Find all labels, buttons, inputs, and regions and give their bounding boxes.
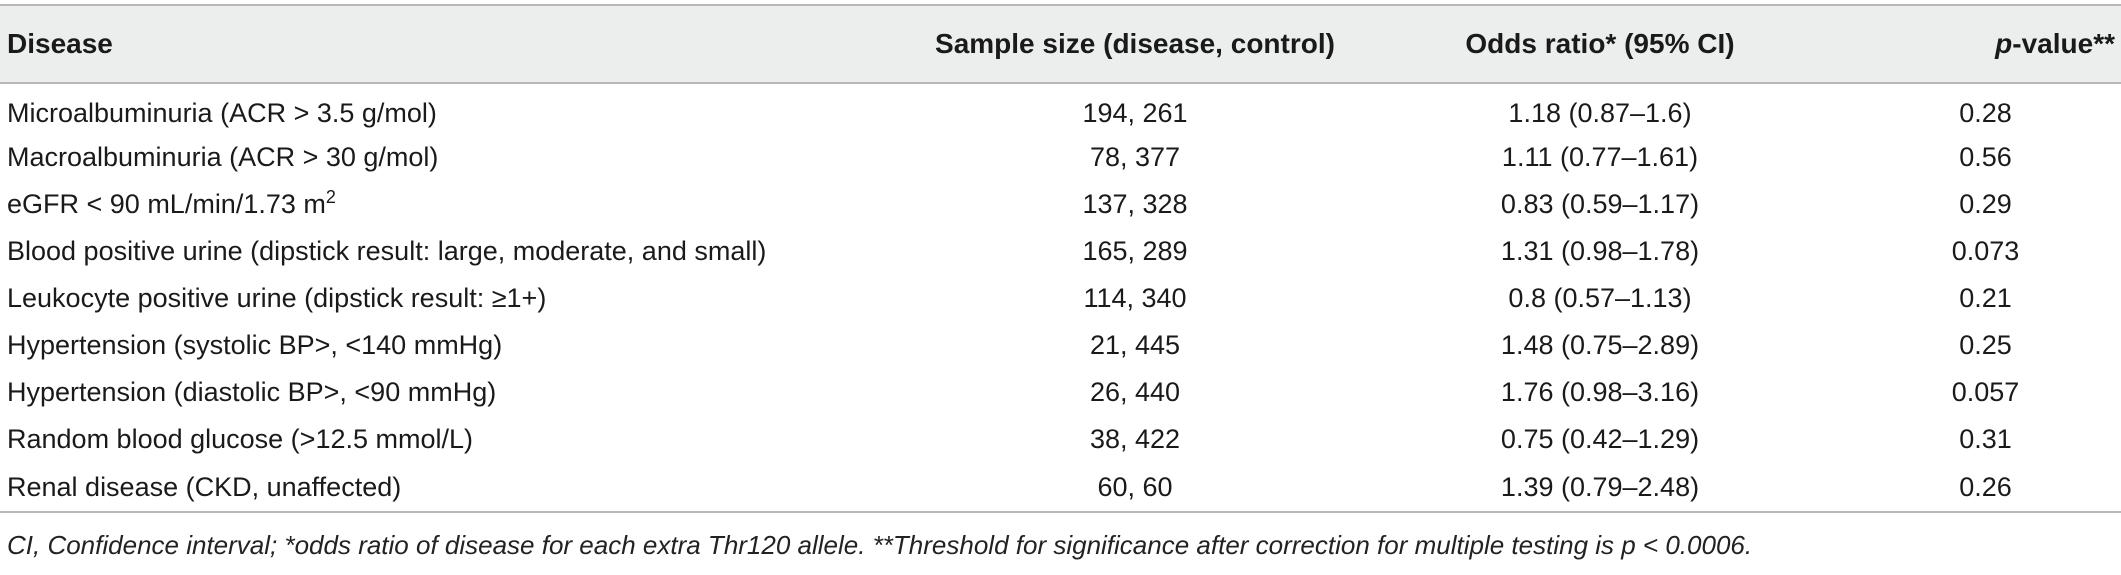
cell-sample-size: 165, 289 [1082, 236, 1188, 266]
header-p-value-italic: p [1995, 28, 2013, 59]
cell-disease: Renal disease (CKD, unaffected) [0, 463, 900, 513]
table-footnote: CI, Confidence interval; *odds ratio of … [7, 530, 1753, 560]
table-row: Random blood glucose (>12.5 mmol/L) 38, … [0, 416, 2121, 463]
cell-sample-size: 38, 422 [1089, 424, 1181, 454]
cell-odds-ratio: 0.83 (0.59–1.17) [1500, 189, 1700, 219]
table-row: eGFR < 90 mL/min/1.73 m2 137, 328 0.83 (… [0, 181, 2121, 228]
cell-sample-size: 60, 60 [900, 463, 1370, 513]
cell-sample-size: 26, 440 [1089, 377, 1181, 407]
table-row: Macroalbuminuria (ACR > 30 g/mol) 78, 37… [0, 134, 2121, 181]
cell-odds-ratio: 1.31 (0.98–1.78) [1500, 236, 1700, 266]
table-row: Renal disease (CKD, unaffected) 60, 60 1… [0, 463, 2121, 513]
table-row: Blood positive urine (dipstick result: l… [0, 228, 2121, 275]
table-row: Leukocyte positive urine (dipstick resul… [0, 275, 2121, 322]
cell-p-value: 0.56 [1959, 142, 2012, 172]
cell-disease-text: eGFR < 90 mL/min/1.73 m [7, 189, 326, 219]
cell-p-value: 0.26 [1830, 463, 2121, 513]
table-row: Hypertension (systolic BP>, <140 mmHg) 2… [0, 322, 2121, 369]
cell-p-value: 0.25 [1959, 330, 2012, 360]
cell-p-value: 0.31 [1959, 424, 2012, 454]
cell-odds-ratio: 1.48 (0.75–2.89) [1500, 330, 1700, 360]
cell-sample-size: 194, 261 [1082, 97, 1188, 128]
cell-odds-ratio: 1.18 (0.87–1.6) [1508, 97, 1692, 128]
cell-disease: Macroalbuminuria (ACR > 30 g/mol) [7, 142, 439, 172]
cell-disease: Hypertension (diastolic BP>, <90 mmHg) [7, 377, 497, 407]
header-row: Disease Sample size (disease, control) O… [0, 4, 2121, 84]
cell-sample-size: 78, 377 [1089, 142, 1181, 172]
cell-disease-superscript: 2 [325, 187, 336, 207]
header-disease: Disease [0, 4, 900, 84]
results-table: Disease Sample size (disease, control) O… [0, 4, 2121, 513]
cell-p-value: 0.057 [1951, 377, 2020, 407]
cell-disease: Blood positive urine (dipstick result: l… [7, 236, 767, 266]
cell-disease: Microalbuminuria (ACR > 3.5 g/mol) [7, 97, 437, 128]
cell-odds-ratio: 1.39 (0.79–2.48) [1370, 463, 1830, 513]
header-p-value: p-value** [1830, 4, 2121, 84]
cell-odds-ratio: 0.75 (0.42–1.29) [1500, 424, 1700, 454]
cell-disease: Leukocyte positive urine (dipstick resul… [7, 283, 547, 313]
cell-p-value: 0.29 [1959, 189, 2012, 219]
cell-disease: eGFR < 90 mL/min/1.73 m2 [0, 181, 900, 228]
cell-p-value: 0.073 [1951, 236, 2020, 266]
table-row: Hypertension (diastolic BP>, <90 mmHg) 2… [0, 369, 2121, 416]
cell-sample-size: 21, 445 [1089, 330, 1181, 360]
table-body: Microalbuminuria (ACR > 3.5 g/mol) 194, … [0, 83, 2121, 513]
table-header: Disease Sample size (disease, control) O… [0, 4, 2121, 84]
table-row: Microalbuminuria (ACR > 3.5 g/mol) 194, … [0, 83, 2121, 134]
cell-odds-ratio: 0.8 (0.57–1.13) [1508, 283, 1692, 313]
header-odds-ratio: Odds ratio* (95% CI) [1370, 4, 1830, 84]
cell-disease: Hypertension (systolic BP>, <140 mmHg) [7, 330, 503, 360]
header-p-value-rest: -value** [2012, 28, 2115, 59]
cell-odds-ratio: 1.76 (0.98–3.16) [1500, 377, 1700, 407]
header-sample-size: Sample size (disease, control) [900, 4, 1370, 84]
cell-sample-size: 137, 328 [1082, 189, 1188, 219]
cell-odds-ratio: 1.11 (0.77–1.61) [1501, 142, 1699, 172]
cell-p-value: 0.28 [1959, 97, 2012, 128]
cell-p-value: 0.21 [1959, 283, 2012, 313]
cell-sample-size: 114, 340 [1083, 283, 1187, 313]
cell-disease: Random blood glucose (>12.5 mmol/L) [7, 424, 474, 454]
